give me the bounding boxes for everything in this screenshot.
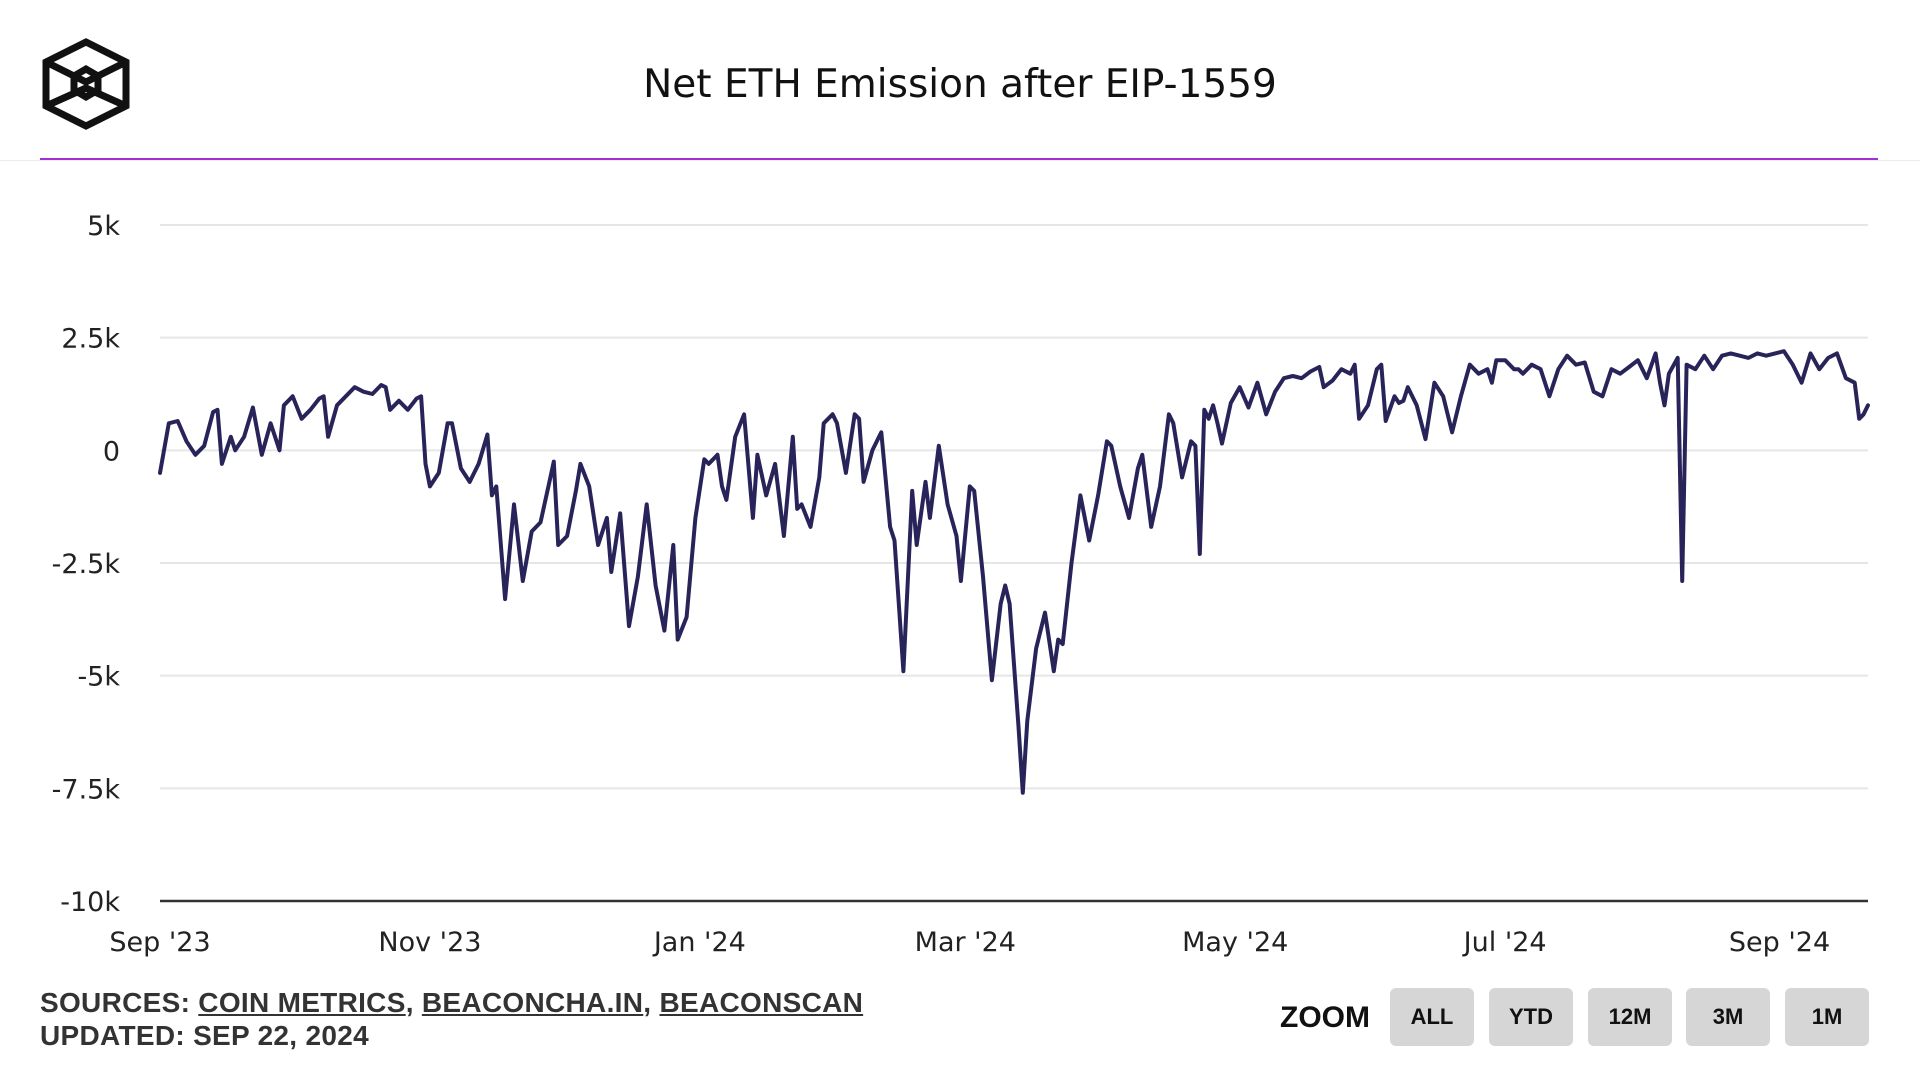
x-tick-label: Jan '24 <box>652 927 746 958</box>
zoom-label: ZOOM <box>1280 1001 1370 1034</box>
x-tick-label: Sep '23 <box>109 927 210 958</box>
chart-footer: SOURCES: COIN METRICS, BEACONCHA.IN, BEA… <box>40 986 863 1052</box>
y-tick-label: -10k <box>60 887 120 918</box>
x-tick-label: Mar '24 <box>915 927 1016 958</box>
source-link-beaconscan[interactable]: BEACONSCAN <box>659 987 864 1018</box>
header-shadow <box>0 160 1920 161</box>
chart-title: Net ETH Emission after EIP-1559 <box>643 62 1277 107</box>
line-chart: 5k 2.5k 0 -2.5k -5k -7.5k -10k Sep '23 Nov '23 Ja… <box>52 211 1870 958</box>
zoom-all-button[interactable]: ALL <box>1390 988 1474 1046</box>
source-link-coin-metrics[interactable]: COIN METRICS <box>198 987 406 1018</box>
source-separator: , <box>643 987 652 1018</box>
zoom-1m-button[interactable]: 1M <box>1785 988 1869 1046</box>
header-divider <box>40 158 1878 160</box>
y-tick-label: -7.5k <box>52 774 121 805</box>
x-tick-label: Sep '24 <box>1729 927 1830 958</box>
y-tick-label: 2.5k <box>61 324 120 355</box>
x-tick-label: Nov '23 <box>378 927 481 958</box>
source-link-beaconcha[interactable]: BEACONCHA.IN <box>421 987 644 1018</box>
x-tick-label: Jul '24 <box>1462 927 1547 958</box>
y-tick-label: -5k <box>77 662 120 693</box>
y-tick-label: -2.5k <box>52 549 121 580</box>
zoom-12m-button[interactable]: 12M <box>1588 988 1672 1046</box>
cube-logo-icon <box>42 38 130 130</box>
y-tick-label: 5k <box>87 211 120 242</box>
series-line <box>158 349 1870 795</box>
sources-prefix: SOURCES: <box>40 987 191 1018</box>
zoom-ytd-button[interactable]: YTD <box>1489 988 1573 1046</box>
source-separator: , <box>405 987 414 1018</box>
updated-date: UPDATED: SEP 22, 2024 <box>40 1020 369 1051</box>
x-tick-label: May '24 <box>1182 927 1288 958</box>
zoom-3m-button[interactable]: 3M <box>1686 988 1770 1046</box>
sources-line: SOURCES: COIN METRICS, BEACONCHA.IN, BEA… <box>40 986 863 1019</box>
y-tick-label: 0 <box>103 436 120 467</box>
